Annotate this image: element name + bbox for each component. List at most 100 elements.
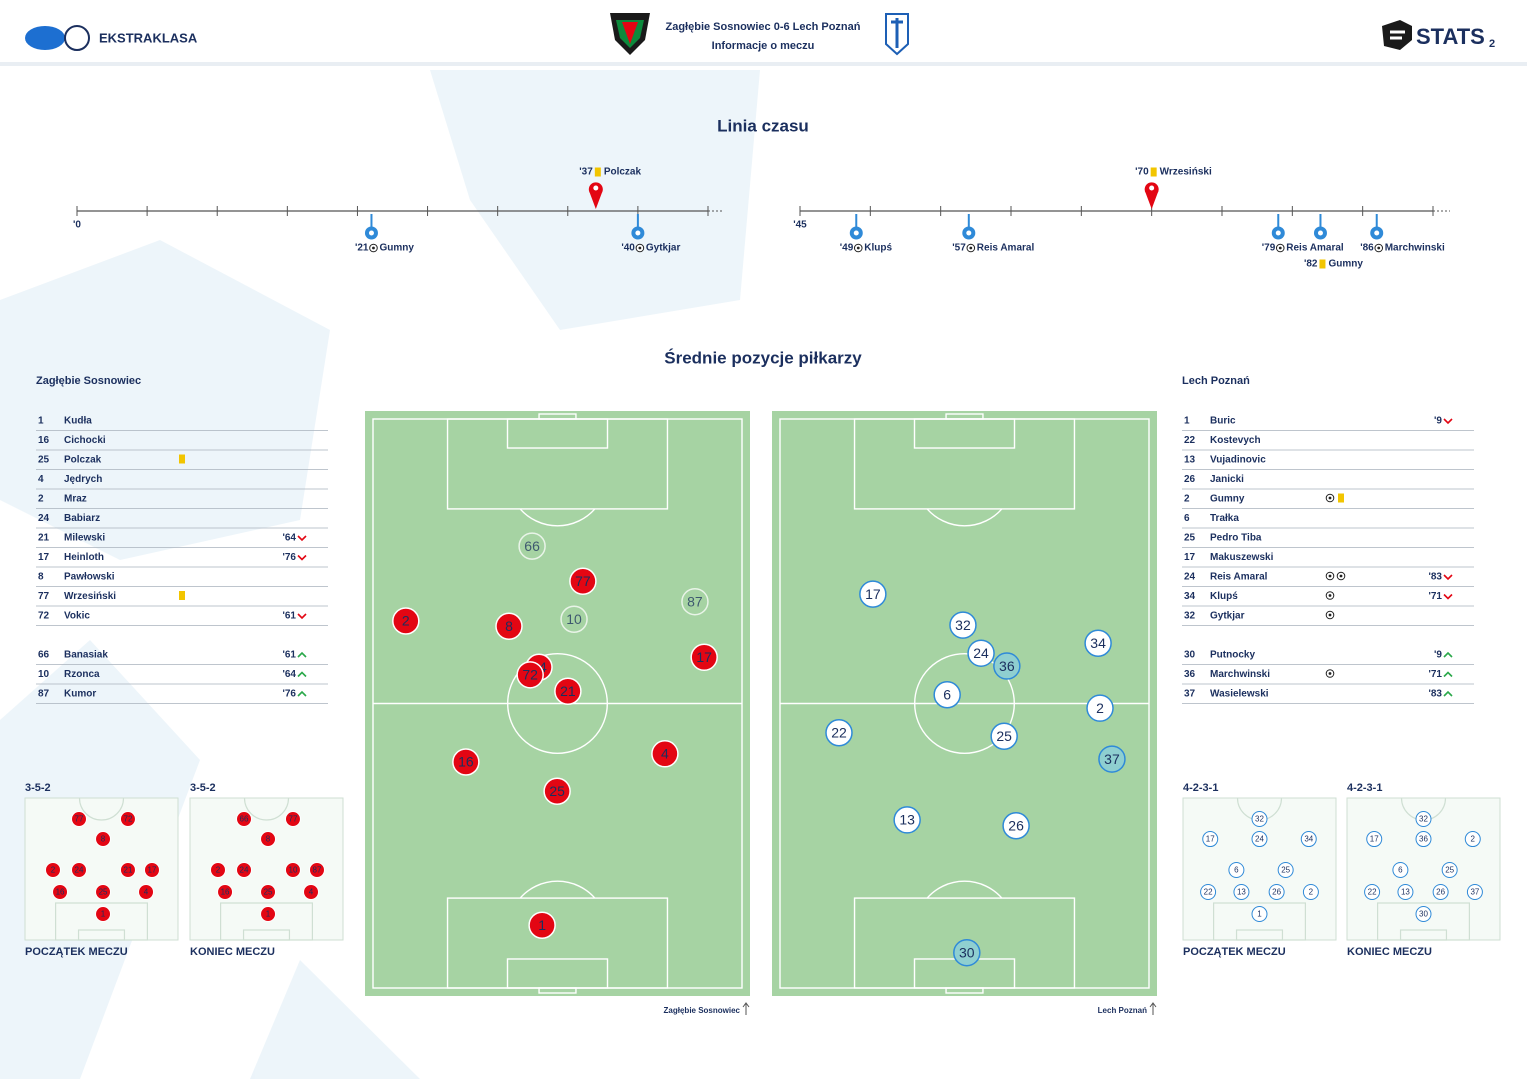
home-crest (610, 13, 650, 55)
event-player: Polczak (604, 167, 642, 178)
formation-player (1300, 831, 1317, 848)
timeline-start-label: '0 (73, 220, 81, 231)
player-number: 17 (1184, 552, 1196, 563)
goal-icon-center (372, 246, 375, 250)
match-subtitle: Informacje o meczu (712, 40, 815, 52)
formation-player (1415, 831, 1432, 848)
formation-player-number: 24 (240, 866, 249, 875)
bg-shape (0, 240, 330, 560)
sub-minute: '64 (282, 533, 296, 544)
event-player: Gytkjar (646, 243, 681, 254)
sub-minute: '9 (1434, 650, 1442, 661)
formation-player-number: 25 (1445, 866, 1454, 875)
player-name: Gumny (1210, 494, 1245, 505)
formation-player-number: 36 (1419, 835, 1428, 844)
formation-caption: POCZĄTEK MECZU (1183, 946, 1286, 958)
player-number: 21 (38, 533, 50, 544)
pin-dot (853, 230, 859, 236)
player-name: Vujadinovic (1210, 455, 1266, 466)
formation-shape: 4-2-3-1 (1347, 782, 1382, 794)
player-position (933, 680, 961, 709)
pitch-caption: Zagłębie Sosnowiec (664, 1006, 741, 1015)
event-minute: '37 (579, 167, 593, 178)
yellow-card-icon (179, 454, 185, 464)
player-name: Wrzesiński (64, 591, 116, 602)
player-position-number: 34 (1090, 635, 1106, 651)
penalty-arc (519, 880, 596, 899)
yellow-card-icon (1150, 167, 1157, 177)
formation-player (260, 884, 277, 901)
formation-player (1200, 884, 1217, 901)
player-position-number: 66 (524, 538, 540, 554)
player-position (993, 652, 1021, 680)
player-position-number: 17 (865, 586, 881, 602)
player-name: Mraz (64, 494, 87, 505)
player-number: 1 (1184, 416, 1190, 427)
sub-minute: '71 (1428, 669, 1442, 680)
formation-player (209, 861, 226, 878)
stats-mark-lines (1390, 30, 1405, 40)
formation-player-number: 13 (1237, 888, 1246, 897)
player-position-number: 25 (996, 728, 1012, 744)
formation-player-number: 34 (1304, 835, 1313, 844)
goal-icon-center (969, 246, 973, 250)
header-bar (0, 0, 1527, 62)
formation-player-number: 17 (1370, 835, 1379, 844)
player-number: 13 (1184, 455, 1196, 466)
sub-on-arrow (1443, 690, 1453, 697)
event-minute: '86 (1360, 243, 1374, 254)
formation-player-number: 72 (124, 815, 133, 824)
formation-player (1415, 811, 1432, 828)
attack-arrow (742, 1002, 750, 1015)
pitch-caption: Lech Poznań (1098, 1006, 1147, 1015)
player-position-number: 8 (505, 618, 513, 634)
formation-player-number: 2 (1471, 835, 1476, 844)
player-name: Jędrych (64, 474, 102, 485)
stats-mark (1382, 20, 1412, 50)
sub-minute: '76 (282, 552, 296, 563)
formation-player-number: 22 (1204, 888, 1213, 897)
match-title: Zagłębie Sosnowiec 0-6 Lech Poznań (666, 21, 861, 33)
player-position-number: 37 (1104, 751, 1120, 767)
player-number: 30 (1184, 650, 1196, 661)
formation-player (1251, 831, 1268, 848)
formation-player (1251, 811, 1268, 828)
pin-dot (368, 230, 374, 236)
formation-player-number: 17 (148, 866, 157, 875)
player-name: Pedro Tiba (1210, 533, 1262, 544)
player-position (1084, 629, 1112, 657)
player-number: 32 (1184, 611, 1196, 622)
event-minute: '49 (840, 243, 854, 254)
event-minute: '21 (355, 243, 369, 254)
formation-player-number: 4 (144, 888, 149, 897)
player-number: 16 (38, 435, 50, 446)
event-minute: '79 (1262, 243, 1276, 254)
formation-player-number: 8 (101, 835, 106, 844)
mini-pitch-markings (220, 797, 314, 941)
attack-arrow (1149, 1002, 1157, 1015)
formation-player (1268, 884, 1285, 901)
formation-player-number: 8 (266, 835, 271, 844)
player-position (1086, 694, 1114, 722)
yellow-card-icon (594, 167, 601, 177)
player-name: Kumor (64, 689, 96, 700)
event-player: Reis Amaral (977, 243, 1035, 254)
player-name: Rzonca (64, 669, 100, 680)
pin-dot (1149, 185, 1155, 191)
formation-player (308, 861, 325, 878)
player-number: 72 (38, 611, 50, 622)
formation-player-number: 6 (1234, 866, 1239, 875)
player-name: Cichocki (64, 435, 106, 446)
penalty-arc (926, 880, 1003, 899)
formation-player-number: 2 (216, 866, 221, 875)
formation-shape: 3-5-2 (190, 782, 216, 794)
player-position-number: 32 (955, 617, 971, 633)
positions-title: Średnie pozycje piłkarzy (664, 348, 862, 367)
player-position-number: 21 (560, 683, 576, 699)
formation-player-number: 13 (1401, 888, 1410, 897)
formation-player-number: 26 (1436, 888, 1445, 897)
player-name: Makuszewski (1210, 552, 1274, 563)
timeline-start-label: '45 (793, 220, 807, 231)
player-position-number: 30 (959, 944, 975, 960)
player-number: 36 (1184, 669, 1196, 680)
